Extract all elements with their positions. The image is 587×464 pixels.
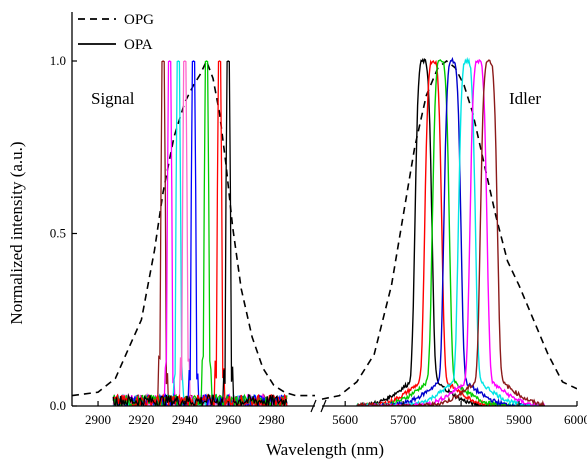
opa-signal-peak bbox=[112, 60, 288, 406]
opa-signal-peak bbox=[112, 60, 288, 406]
opa-idler-peak bbox=[356, 58, 546, 406]
x-tick-label: 5700 bbox=[390, 412, 416, 427]
opa-idler-peak bbox=[356, 59, 546, 406]
legend: OPG OPA bbox=[78, 12, 154, 53]
curves-group bbox=[72, 56, 577, 406]
x-tick-label: 5800 bbox=[448, 412, 474, 427]
x-tick-label: 2900 bbox=[85, 412, 111, 427]
axis-break-mark bbox=[310, 399, 317, 413]
opa-idler-peak bbox=[356, 58, 545, 406]
opa-signal-peak bbox=[112, 60, 288, 406]
x-axis-title: Wavelength (nm) bbox=[266, 440, 384, 459]
x-tick-label: 5900 bbox=[506, 412, 532, 427]
y-tick-label: 1.0 bbox=[50, 53, 66, 68]
x-tick-label: 6000 bbox=[564, 412, 587, 427]
x-tick-label: 2940 bbox=[172, 412, 198, 427]
opa-signal-peak bbox=[112, 60, 288, 406]
opa-signal-peak bbox=[112, 60, 288, 406]
opa-signal-peak bbox=[112, 60, 288, 406]
axes-group bbox=[71, 12, 578, 413]
y-tick-label: 0.0 bbox=[50, 398, 66, 413]
idler-annotation: Idler bbox=[509, 89, 541, 108]
opa-signal-peak bbox=[112, 60, 288, 406]
opa-idler-peak bbox=[356, 56, 546, 406]
opa-idler-peak bbox=[356, 57, 545, 406]
opg-curve-signal bbox=[72, 58, 315, 397]
axis-break-mark bbox=[320, 399, 327, 413]
tick-labels-group: 0.0 0.5 1.0 2900 2920 2940 2960 2980 5600 5700 580… bbox=[50, 53, 587, 427]
opa-idler-peak bbox=[356, 56, 546, 406]
y-axis-title: Normalized intensity (a.u.) bbox=[7, 141, 26, 324]
legend-label-opa: OPA bbox=[124, 37, 153, 53]
legend-label-opg: OPG bbox=[124, 12, 154, 28]
opa-signal-peak bbox=[112, 60, 288, 406]
x-tick-label: 2980 bbox=[259, 412, 285, 427]
signal-annotation: Signal bbox=[91, 89, 135, 108]
opa-idler-peak bbox=[356, 59, 546, 406]
x-tick-label: 2960 bbox=[215, 412, 241, 427]
y-tick-label: 0.5 bbox=[50, 226, 66, 241]
x-tick-label: 5600 bbox=[332, 412, 358, 427]
x-tick-label: 2920 bbox=[128, 412, 154, 427]
